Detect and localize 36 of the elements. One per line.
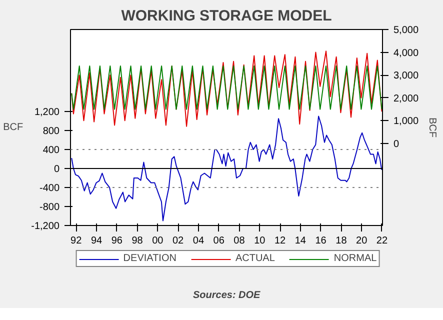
y-tick-label: 1,200 [34, 106, 60, 118]
x-tick-label: 04 [192, 236, 204, 246]
y-tick-label: 400 [42, 144, 60, 156]
x-tick-label: 12 [274, 236, 286, 246]
x-tick-label: 00 [152, 236, 164, 246]
legend-label: DEVIATION [123, 253, 176, 264]
x-tick-label: 02 [172, 236, 184, 246]
y-tick-label: -800 [39, 202, 60, 213]
y2-axis-title: BCF [426, 118, 438, 138]
source-note: Sources: DOE [192, 290, 261, 302]
x-tick-label: 22 [376, 236, 388, 246]
y2-tick-label: 0 [394, 138, 400, 150]
x-tick-label: 16 [315, 236, 327, 246]
x-tick-label: 14 [294, 236, 306, 246]
y2-tick-label: 5,000 [394, 25, 419, 36]
y-tick-label: -1,200 [31, 221, 60, 232]
y2-tick-label: 3,000 [394, 70, 419, 82]
chart-title: WORKING STORAGE MODEL [121, 8, 332, 24]
y-tick-label: -400 [39, 182, 60, 194]
x-tick-label: 08 [234, 236, 246, 246]
x-tick-label: 94 [90, 236, 102, 246]
x-tick-label: 10 [254, 236, 266, 246]
x-tick-label: 96 [111, 236, 123, 246]
y-tick-label: 800 [42, 126, 60, 137]
y2-tick-label: 4,000 [394, 48, 419, 59]
legend-label: ACTUAL [235, 253, 275, 264]
y2-tick-label: 2,000 [394, 93, 419, 104]
y2-tick-label: 1,000 [394, 116, 419, 128]
x-tick-label: 92 [70, 236, 82, 246]
x-tick-label: 18 [336, 236, 348, 246]
legend-label: NORMAL [334, 253, 377, 264]
x-tick-label: 20 [356, 236, 368, 246]
y-tick-label: 0 [54, 164, 60, 175]
x-tick-label: 06 [213, 236, 225, 246]
x-tick-label: 98 [132, 236, 144, 246]
y-axis-title: BCF [3, 122, 24, 133]
